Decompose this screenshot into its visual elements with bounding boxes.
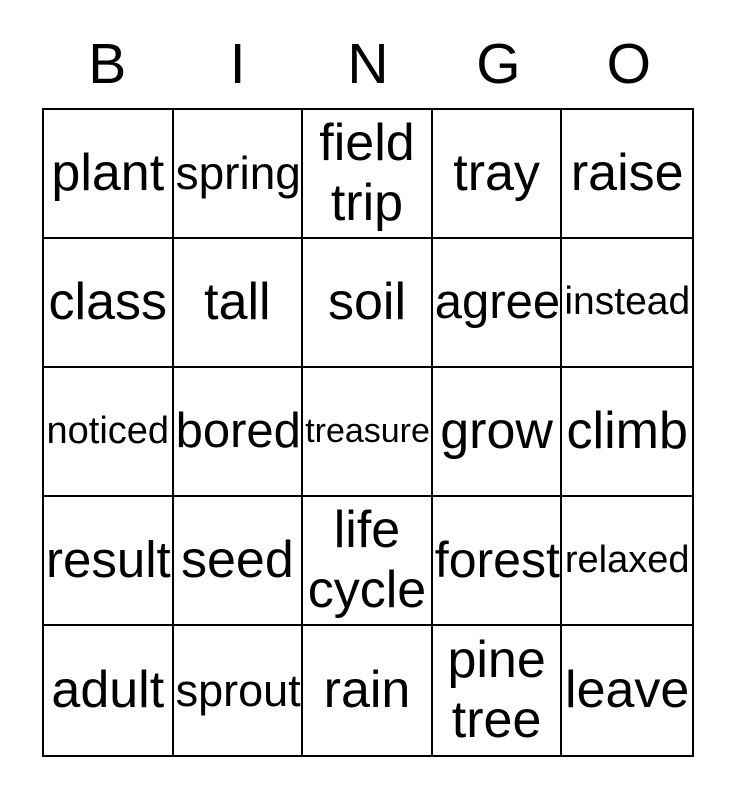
cell-word: class (48, 272, 168, 331)
cell-word: pine tree (447, 630, 546, 749)
bingo-cell-r1c3[interactable]: field trip (303, 110, 433, 239)
bingo-cell-r4c3[interactable]: life cycle (303, 497, 433, 626)
bingo-cell-r5c4[interactable]: pine tree (432, 626, 563, 755)
cell-word: forest (434, 531, 560, 588)
bingo-cell-r4c4[interactable]: forest (432, 497, 563, 626)
cell-word: seed (181, 530, 294, 589)
bingo-cell-r4c5[interactable]: relaxed (562, 497, 692, 626)
bingo-cell-r2c5[interactable]: instead (562, 239, 692, 368)
bingo-letter-o: O (606, 31, 651, 96)
cell-word: treasure (305, 411, 430, 450)
bingo-cell-r5c3[interactable]: rain (303, 626, 433, 755)
cell-word: soil (327, 272, 406, 331)
cell-word: leave (565, 660, 690, 719)
bingo-cell-r3c1[interactable]: noticed (44, 368, 174, 497)
bingo-cell-r2c2[interactable]: tall (173, 239, 304, 368)
bingo-cell-r3c5[interactable]: climb (562, 368, 692, 497)
bingo-letter-n: N (347, 31, 389, 96)
bingo-cell-r3c4[interactable]: grow (432, 368, 563, 497)
bingo-cell-r1c4[interactable]: tray (432, 110, 563, 239)
cell-word: result (46, 531, 171, 589)
bingo-cell-r2c4[interactable]: agree (432, 239, 563, 368)
bingo-cell-r4c1[interactable]: result (44, 497, 174, 626)
bingo-cell-r2c1[interactable]: class (44, 239, 174, 368)
cell-word: climb (566, 401, 688, 460)
bingo-cell-r5c2[interactable]: sprout (173, 626, 304, 755)
bingo-cell-r1c1[interactable]: plant (44, 110, 174, 239)
bingo-letter-b: B (88, 31, 127, 96)
bingo-grid: plant spring field trip tray raise class… (42, 108, 694, 757)
bingo-cell-r3c2[interactable]: bored (173, 368, 304, 497)
bingo-cell-r5c1[interactable]: adult (44, 626, 174, 755)
bingo-letter-g: G (476, 31, 521, 96)
cell-word: field trip (319, 113, 415, 232)
cell-word: bored (175, 404, 301, 459)
bingo-cell-r1c2[interactable]: spring (173, 110, 304, 239)
cell-word: sprout (175, 664, 301, 716)
bingo-cell-r1c5[interactable]: raise (562, 110, 692, 239)
cell-word: tall (204, 272, 271, 331)
cell-word: tray (453, 143, 540, 202)
cell-word: life cycle (307, 500, 427, 619)
cell-word: plant (51, 143, 165, 202)
cell-word: instead (564, 280, 691, 324)
cell-word: raise (570, 143, 684, 202)
bingo-cell-r3c3[interactable]: treasure (303, 368, 433, 497)
bingo-header: B I N G O (42, 28, 694, 100)
cell-word: adult (51, 660, 165, 719)
cell-word: grow (440, 401, 553, 460)
cell-word: agree (434, 275, 561, 330)
cell-word: spring (175, 147, 301, 200)
bingo-cell-r4c2[interactable]: seed (173, 497, 304, 626)
bingo-cell-r5c5[interactable]: leave (562, 626, 692, 755)
cell-word: rain (323, 660, 411, 719)
cell-word: relaxed (564, 538, 690, 581)
bingo-letter-i: I (229, 31, 246, 96)
bingo-cell-r2c3[interactable]: soil (303, 239, 433, 368)
cell-word: noticed (46, 409, 170, 452)
